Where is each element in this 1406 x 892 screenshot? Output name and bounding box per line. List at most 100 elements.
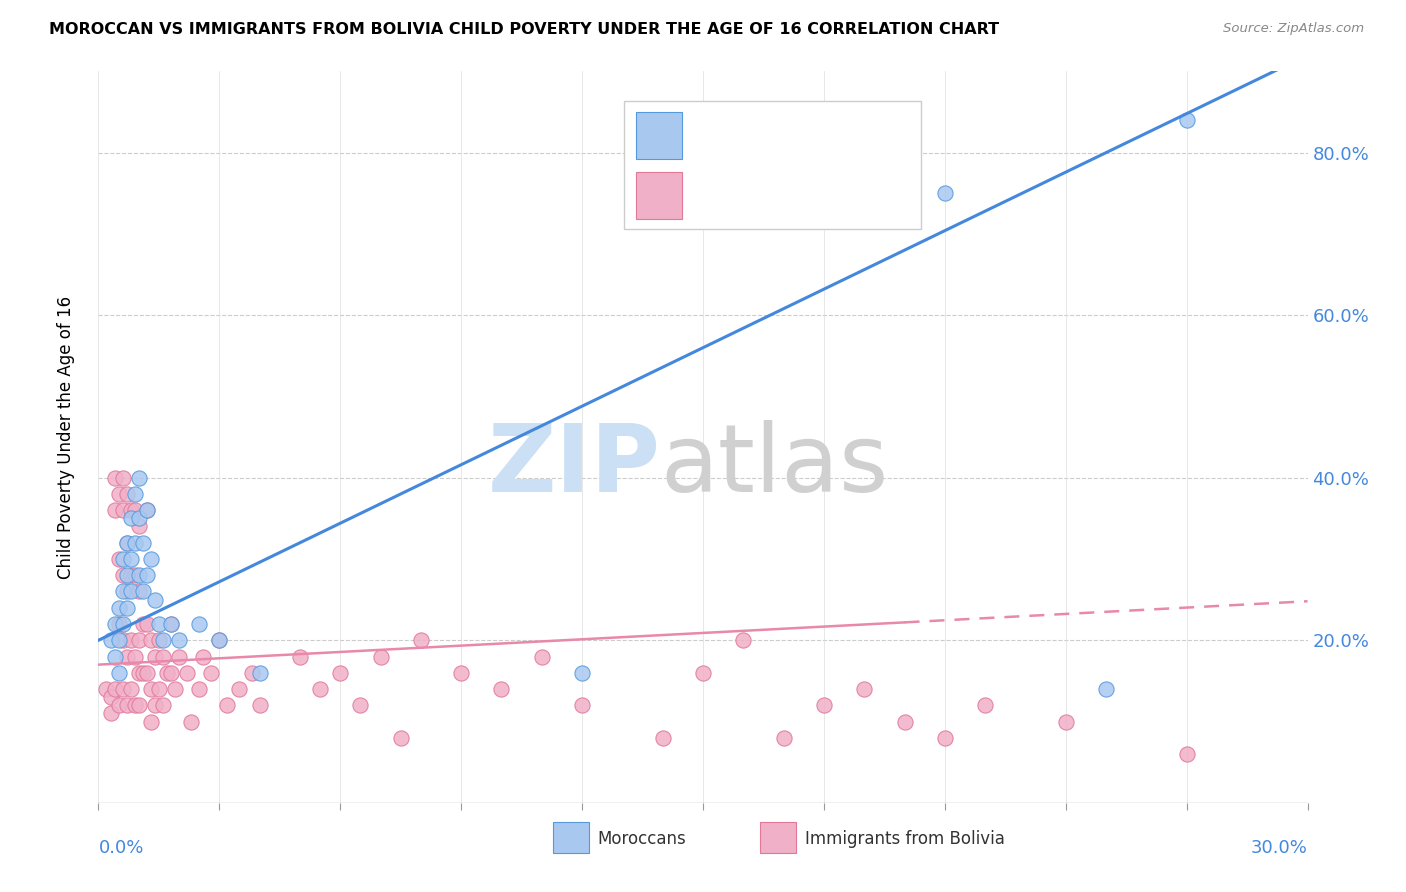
Point [107,552,129,566]
Point [1095,681,1118,696]
Point [124,649,146,664]
Point [135,568,157,582]
Point [103,617,125,632]
Text: Immigrants from Bolivia: Immigrants from Bolivia [804,830,1004,847]
Point [103,681,125,696]
Point [128,665,150,680]
Point [160,617,183,632]
Point [176,665,198,680]
Text: 0.077: 0.077 [735,186,793,204]
Point [772,731,794,745]
Point [167,633,190,648]
Point [1175,113,1198,128]
Point [450,665,472,680]
Point [813,698,835,713]
Point [111,617,134,632]
Point [853,681,876,696]
Point [139,552,162,566]
Point [934,731,956,745]
Point [103,503,125,517]
Point [111,471,134,485]
Point [1054,714,1077,729]
Point [120,633,142,648]
Point [180,714,202,729]
Point [100,633,122,648]
Text: N =: N = [803,127,844,145]
Point [107,487,129,501]
Point [96,681,118,696]
Point [163,681,186,696]
Point [135,503,157,517]
Point [111,633,134,648]
Text: MOROCCAN VS IMMIGRANTS FROM BOLIVIA CHILD POVERTY UNDER THE AGE OF 16 CORRELATIO: MOROCCAN VS IMMIGRANTS FROM BOLIVIA CHIL… [49,22,1000,37]
Point [132,535,155,549]
Point [111,552,134,566]
Point [111,568,134,582]
Point [1175,747,1198,761]
Point [853,202,876,217]
Point [115,649,138,664]
Point [148,617,170,632]
Text: R =: R = [695,127,734,145]
Text: 0.648: 0.648 [735,127,793,145]
Point [120,503,142,517]
Point [115,568,138,582]
Point [128,568,150,582]
Point [107,665,129,680]
Point [160,617,183,632]
Bar [637,112,682,159]
Point [124,568,146,582]
Point [103,649,125,664]
Point [115,535,138,549]
Point [309,681,332,696]
Point [120,681,142,696]
Point [120,568,142,582]
Point [107,633,129,648]
Point [128,511,150,525]
Point [188,617,211,632]
Text: 38: 38 [845,127,869,145]
Point [692,665,714,680]
Point [249,665,271,680]
Point [240,665,263,680]
Point [115,535,138,549]
Point [139,681,162,696]
Point [228,681,250,696]
Text: 30.0%: 30.0% [1251,839,1308,857]
Point [208,633,231,648]
Bar [553,822,589,853]
Point [100,690,122,705]
Point [132,617,155,632]
Text: N =: N = [803,186,844,204]
Point [120,584,142,599]
Point [530,649,553,664]
Point [188,681,211,696]
Point [733,633,755,648]
Point [124,503,146,517]
Point [200,665,222,680]
Point [111,503,134,517]
Point [128,633,150,648]
Point [349,698,371,713]
Point [148,681,170,696]
Point [139,633,162,648]
Y-axis label: Child Poverty Under the Age of 16: Child Poverty Under the Age of 16 [56,295,75,579]
Point [132,584,155,599]
Text: 84: 84 [845,186,869,204]
Point [103,471,125,485]
Point [934,186,956,201]
Point [124,535,146,549]
Point [893,714,915,729]
Point [128,471,150,485]
Point [370,649,392,664]
Point [120,552,142,566]
Point [329,665,352,680]
Point [249,698,271,713]
Bar [637,171,682,219]
Text: ZIP: ZIP [488,420,661,512]
Point [143,698,166,713]
Point [107,617,129,632]
Point [107,698,129,713]
Point [389,731,412,745]
Point [148,633,170,648]
